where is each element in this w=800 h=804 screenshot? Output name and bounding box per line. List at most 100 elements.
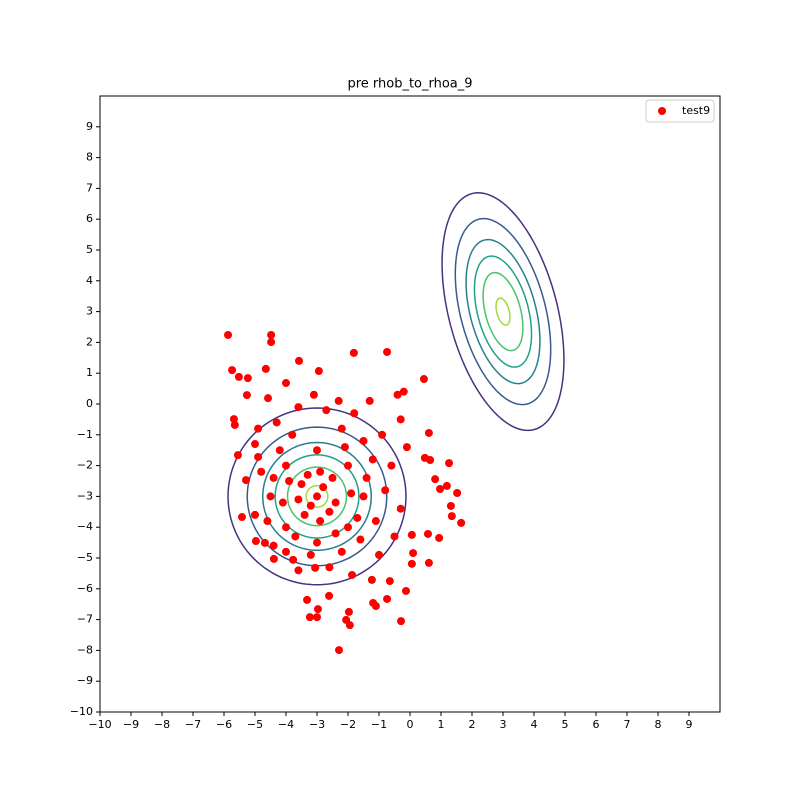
scatter-point <box>230 420 239 429</box>
scatter-point <box>383 347 392 356</box>
scatter-point <box>294 566 303 575</box>
scatter-point <box>435 533 444 542</box>
scatter-point <box>251 537 260 546</box>
scatter-point <box>306 501 315 510</box>
y-tick-label: −8 <box>77 643 93 656</box>
x-tick-label: 7 <box>624 718 631 731</box>
scatter-point <box>331 529 340 538</box>
scatter-point <box>447 512 456 521</box>
y-tick-label: −9 <box>77 674 93 687</box>
scatter-point <box>282 461 290 470</box>
scatter-point <box>294 403 303 412</box>
x-tick-label: 1 <box>438 718 445 731</box>
scatter-point <box>436 485 445 494</box>
x-tick-label: −10 <box>88 718 111 731</box>
y-tick-label: 2 <box>86 335 93 348</box>
scatter-point <box>387 461 396 470</box>
scatter-point <box>291 532 300 541</box>
scatter-point <box>251 510 259 519</box>
contour-line <box>465 238 541 385</box>
scatter-point <box>424 428 433 437</box>
x-tick-label: −8 <box>154 718 170 731</box>
x-tick-label: 4 <box>531 718 538 731</box>
scatter-point <box>401 586 410 595</box>
legend-label: test9 <box>682 104 710 117</box>
scatter-point <box>385 577 394 586</box>
scatter-point <box>311 563 320 572</box>
scatter-point <box>288 430 297 439</box>
y-tick-label: 9 <box>86 120 93 133</box>
x-tick-label: −5 <box>247 718 263 731</box>
scatter-point <box>282 547 290 556</box>
scatter-point <box>396 504 405 513</box>
scatter-point <box>267 338 276 347</box>
scatter-point <box>269 473 278 482</box>
scatter-point <box>409 549 418 558</box>
scatter-point <box>399 387 408 396</box>
scatter-point <box>426 456 435 465</box>
y-tick-label: −3 <box>77 489 93 502</box>
scatter-point <box>335 646 344 655</box>
scatter-point <box>347 489 356 498</box>
scatter-point <box>337 424 346 433</box>
x-tick-label: −9 <box>123 718 139 731</box>
scatter-point <box>263 517 272 526</box>
scatter-point <box>407 559 416 568</box>
scatter-point <box>345 621 354 630</box>
scatter-point <box>251 440 259 449</box>
x-tick-label: −3 <box>309 718 325 731</box>
scatter-point <box>431 475 440 484</box>
y-tick-label: 0 <box>86 397 93 410</box>
y-tick-label: −10 <box>70 705 93 718</box>
scatter-point <box>349 348 358 357</box>
scatter-point <box>224 331 233 340</box>
contour-line <box>454 217 552 406</box>
scatter-point <box>314 367 323 376</box>
scatter-point <box>254 452 263 461</box>
scatter-point <box>446 501 455 510</box>
legend-marker <box>658 107 666 115</box>
scatter-point <box>331 498 340 507</box>
scatter-point <box>365 396 374 405</box>
y-tick-label: −5 <box>77 551 93 564</box>
chart-title: pre rhob_to_rhoa_9 <box>347 77 472 92</box>
y-tick-label: −2 <box>77 459 93 472</box>
scatter-point <box>303 595 312 604</box>
scatter-point <box>393 390 402 399</box>
scatter-point <box>267 331 276 340</box>
scatter-point <box>297 480 306 489</box>
x-tick-label: −2 <box>340 718 356 731</box>
scatter-point <box>445 459 454 468</box>
scatter-point <box>272 418 281 427</box>
scatter-point <box>319 483 328 492</box>
scatter-point <box>242 391 251 400</box>
x-tick-label: 6 <box>593 718 600 731</box>
scatter-point <box>305 613 314 622</box>
scatter-point <box>278 498 287 507</box>
scatter-point <box>313 613 321 622</box>
y-tick-label: 4 <box>86 274 93 287</box>
scatter-point <box>294 495 303 504</box>
contour-line <box>286 466 348 527</box>
contour-line <box>227 407 407 586</box>
scatter-point <box>402 443 411 452</box>
scatter-point <box>375 550 383 559</box>
y-tick-label: −7 <box>77 613 93 626</box>
scatter-point <box>243 374 252 383</box>
scatter-point <box>419 375 428 384</box>
scatter-point <box>269 554 278 563</box>
scatter-point <box>233 451 242 460</box>
y-tick-label: 5 <box>86 243 93 256</box>
scatter-point <box>306 550 315 559</box>
y-tick-label: 6 <box>86 212 93 225</box>
y-tick-label: −4 <box>77 520 93 533</box>
x-tick-label: −1 <box>371 718 387 731</box>
contour-line <box>473 255 533 368</box>
scatter-point <box>237 513 246 522</box>
scatter-point <box>353 513 362 522</box>
scatter-point <box>264 394 273 403</box>
scatter-point <box>390 532 399 541</box>
scatter-point <box>457 518 466 527</box>
scatter-point <box>309 390 318 399</box>
